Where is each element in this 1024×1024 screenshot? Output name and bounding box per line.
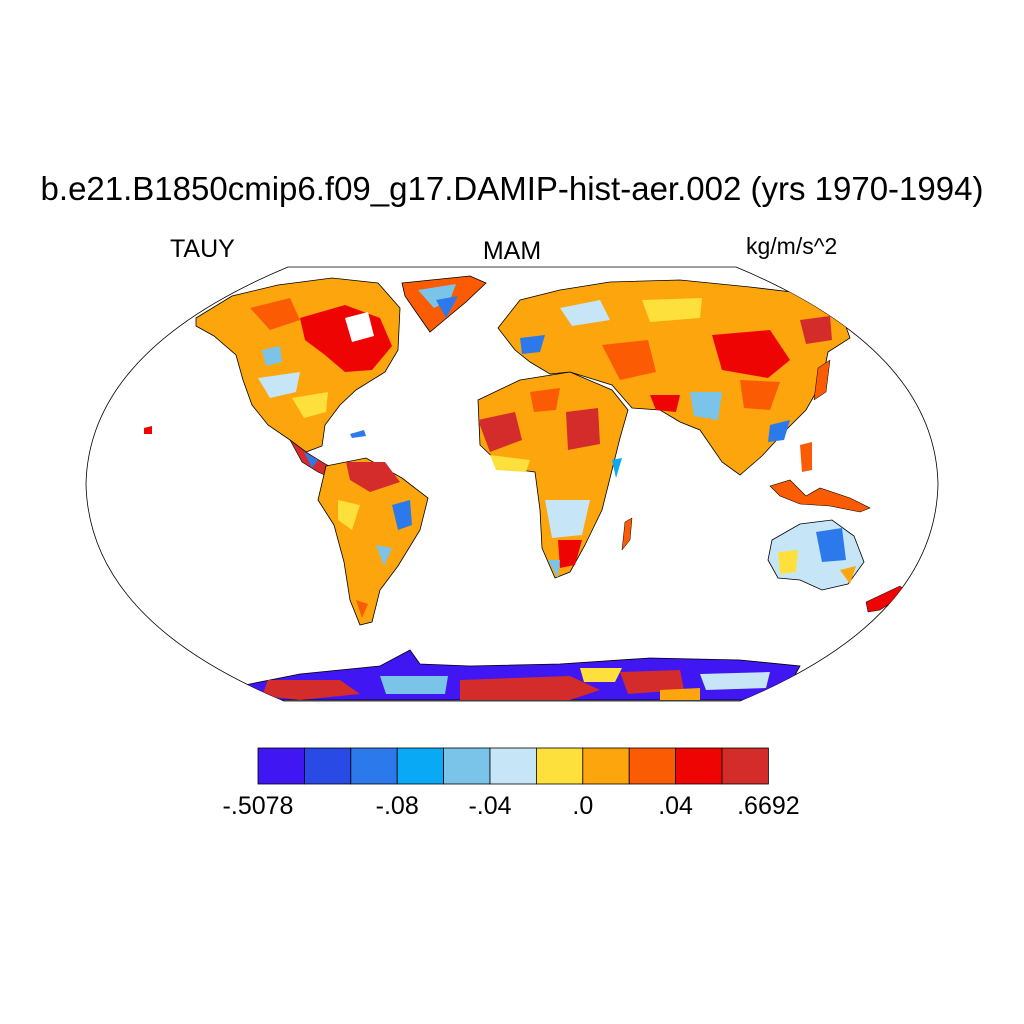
southeast-asia-islands xyxy=(769,479,871,513)
colorbar-box xyxy=(675,747,723,785)
eurasia xyxy=(497,279,851,476)
colorbar-box xyxy=(303,747,352,785)
colorbar-box xyxy=(257,747,305,785)
colorbar-label: -.08 xyxy=(375,792,419,820)
colorbar-label: .6692 xyxy=(737,792,800,820)
colorbar-box xyxy=(628,747,677,785)
colorbar-label: .0 xyxy=(572,792,594,820)
colorbar-box xyxy=(396,747,445,785)
variable-label: TAUY xyxy=(170,235,235,263)
land-fields xyxy=(144,275,909,701)
colorbar-label: .04 xyxy=(658,792,693,820)
colorbar-box xyxy=(443,747,491,785)
colorbar-box xyxy=(350,747,398,785)
units-label: kg/m/s^2 xyxy=(746,233,838,259)
colorbar-label: -.04 xyxy=(468,792,512,820)
colorbar-label: -.5078 xyxy=(222,792,294,820)
colorbar-box xyxy=(721,747,769,785)
japan xyxy=(813,359,831,401)
south-america xyxy=(317,457,429,626)
madagascar xyxy=(621,517,633,551)
colorbar-box xyxy=(536,747,584,785)
colorbar-box xyxy=(582,747,630,785)
map-title: b.e21.B1850cmip6.f09_g17.DAMIP-hist-aer.… xyxy=(40,170,984,207)
season-label: MAM xyxy=(482,237,542,265)
colorbar-box xyxy=(489,747,537,785)
